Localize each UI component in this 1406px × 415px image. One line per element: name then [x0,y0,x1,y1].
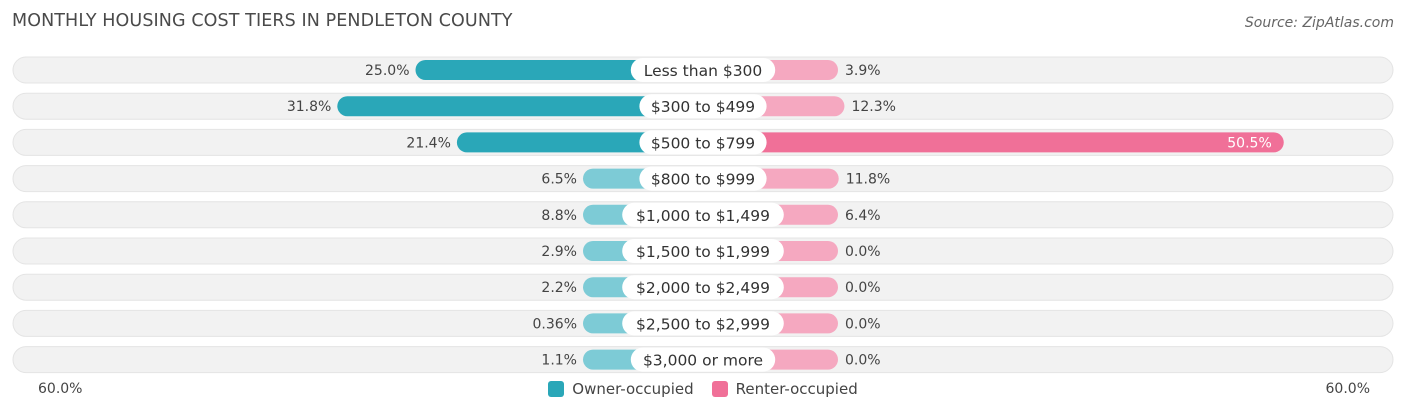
renter-value-label: 11.8% [846,172,890,188]
category-pill [639,166,767,191]
owner-value-label: 0.36% [533,316,577,332]
category-label: Less than $300 [644,62,763,80]
owner-value-label: 21.4% [406,135,450,151]
category-label: $2,500 to $2,999 [636,315,770,333]
category-pill [630,58,776,82]
renter-value-label: 0.0% [845,280,881,296]
category-pill [622,275,784,300]
chart-title: MONTHLY HOUSING COST TIERS IN PENDLETON … [12,11,513,31]
renter-value-label: 0.0% [845,353,881,369]
renter-swatch-icon [711,381,728,397]
owner-value-label: 6.5% [541,172,577,188]
category-label: $500 to $799 [651,134,755,152]
diverging-bar-chart: 25.0% 3.9% Less than $300 31.8% 12.3% $300 to… [12,56,1394,374]
owner-value-label: 1.1% [541,353,577,369]
category-pill [622,202,784,227]
category-pill [639,94,767,119]
owner-value-label: 8.8% [541,208,577,224]
category-pill [622,239,784,263]
legend: Owner-occupied Renter-occupied [0,380,1406,398]
owner-bar [415,60,703,80]
owner-value-label: 2.9% [541,244,577,260]
renter-value-label: 50.5% [1227,135,1271,151]
axis-left-max-label: 60.0% [38,381,83,397]
category-label: $800 to $999 [651,171,755,189]
owner-value-label: 31.8% [287,99,331,115]
renter-value-label: 6.4% [845,208,881,224]
category-label: $2,000 to $2,499 [636,279,770,297]
renter-value-label: 0.0% [845,316,881,332]
axis-right-max-label: 60.0% [1325,381,1370,397]
renter-value-label: 12.3% [851,99,895,115]
category-pill [639,130,767,155]
renter-value-label: 3.9% [845,63,881,79]
category-label: $1,000 to $1,499 [636,207,770,225]
source-credit: Source: ZipAtlas.com [1244,15,1394,31]
owner-value-label: 2.2% [541,280,577,296]
owner-value-label: 25.0% [365,63,409,79]
category-pill [630,347,776,372]
category-label: $300 to $499 [651,98,755,116]
legend-owner-label: Owner-occupied [572,380,694,398]
category-label: $3,000 or more [643,352,763,370]
owner-swatch-icon [548,381,565,397]
renter-bar [703,132,1284,153]
owner-bar [337,96,703,117]
category-label: $1,500 to $1,999 [636,243,770,261]
legend-item-owner[interactable]: Owner-occupied [548,380,694,398]
legend-renter-label: Renter-occupied [735,380,858,398]
category-pill [622,311,784,336]
renter-value-label: 0.0% [845,244,881,260]
legend-item-renter[interactable]: Renter-occupied [711,380,858,398]
